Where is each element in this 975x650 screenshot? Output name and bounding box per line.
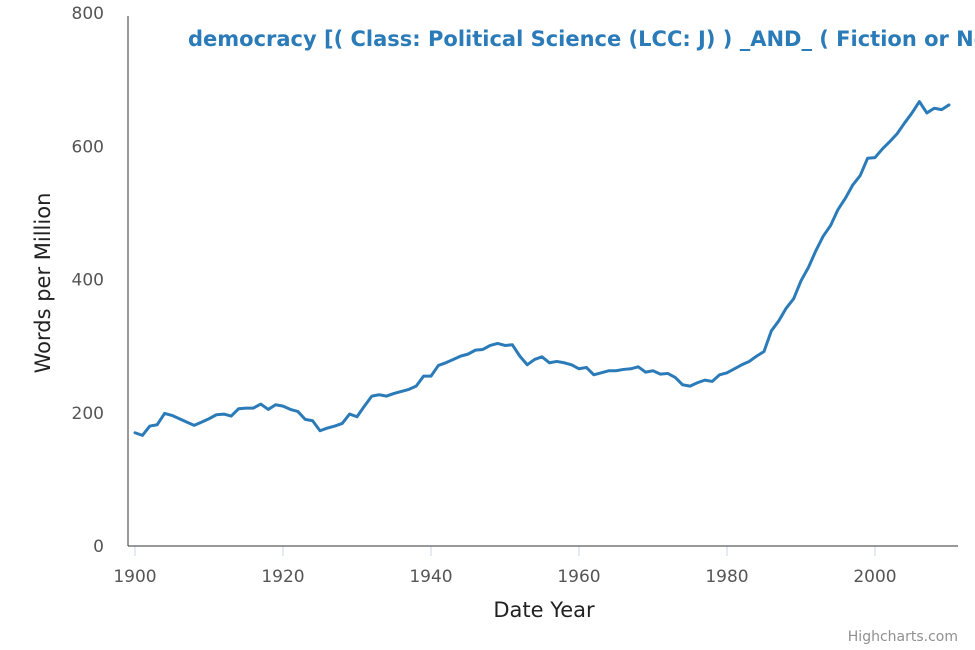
series-line-0[interactable]: [133, 100, 951, 437]
y-tick-label-600: 600: [72, 137, 104, 157]
x-axis-ticks: 1900 1920 1940 1960 1980 2000: [113, 546, 897, 587]
y-tick-label-800: 800: [72, 4, 104, 24]
x-tick-label-1900: 1900: [113, 567, 156, 587]
y-tick-label-200: 200: [72, 404, 104, 424]
y-axis-labels: 0 200 400 600 800: [72, 4, 104, 557]
y-tick-label-0: 0: [93, 537, 104, 557]
x-tick-label-1940: 1940: [409, 567, 452, 587]
x-tick-label-1980: 1980: [705, 567, 748, 587]
y-tick-label-400: 400: [72, 271, 104, 291]
x-tick-label-1920: 1920: [261, 567, 304, 587]
highcharts-credits[interactable]: Highcharts.com: [848, 629, 958, 645]
x-tick-label-2000: 2000: [853, 567, 896, 587]
series-group: [133, 100, 951, 437]
chart-title: democracy [( Class: Political Science (L…: [188, 27, 975, 51]
y-axis-title: Words per Million: [31, 193, 55, 374]
x-tick-label-1960: 1960: [557, 567, 600, 587]
x-axis-title: Date Year: [493, 598, 595, 622]
